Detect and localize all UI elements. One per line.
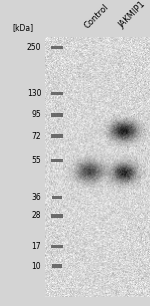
Text: JAKMIP1: JAKMIP1	[117, 0, 148, 30]
Text: 55: 55	[32, 156, 41, 165]
Bar	[51, 134, 63, 138]
Text: 10: 10	[32, 262, 41, 271]
Text: [kDa]: [kDa]	[12, 23, 33, 32]
Bar	[51, 46, 63, 49]
Bar	[51, 214, 63, 218]
Text: Control: Control	[83, 2, 111, 30]
Bar	[51, 91, 63, 95]
Bar	[52, 196, 62, 199]
Bar	[51, 113, 63, 117]
Text: 130: 130	[27, 89, 41, 98]
Text: 72: 72	[32, 132, 41, 141]
Text: 17: 17	[32, 242, 41, 251]
Text: 28: 28	[32, 211, 41, 220]
Text: 250: 250	[27, 43, 41, 52]
Bar	[52, 264, 62, 268]
Bar	[51, 244, 63, 248]
Text: 36: 36	[32, 193, 41, 202]
Text: 95: 95	[32, 110, 41, 119]
Bar	[51, 159, 63, 162]
